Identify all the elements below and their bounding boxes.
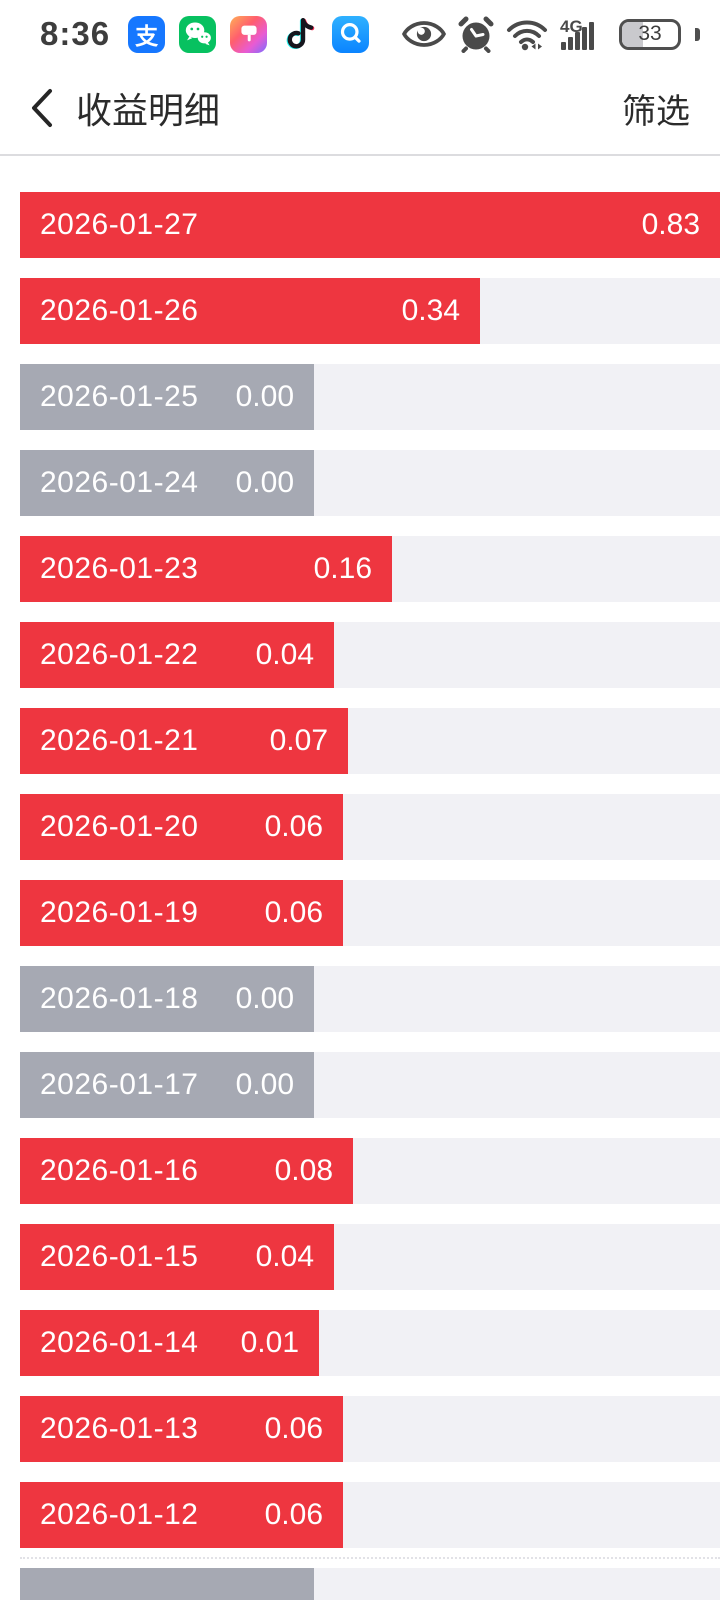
quark-search-icon bbox=[332, 15, 370, 53]
earnings-row[interactable]: 2026-01-20 0.06 bbox=[20, 794, 720, 860]
bar-value-label: 0.83 bbox=[641, 208, 700, 241]
signal-icon: 4G bbox=[560, 17, 607, 51]
bar-date-label: 2026-01-12 bbox=[40, 1498, 199, 1531]
nav-bar: 收益明细 筛选 bbox=[0, 62, 720, 154]
bar-value-label: 0.00 bbox=[235, 982, 294, 1015]
bar-date-label: 2026-01-13 bbox=[40, 1412, 199, 1445]
earnings-bar: 2026-01-25 0.00 bbox=[20, 364, 314, 430]
earnings-bar-list: 2026-01-27 0.83 2026-01-26 0.34 2026-01-25 0.… bbox=[0, 192, 720, 1600]
earnings-bar: 2026-01-17 0.00 bbox=[20, 1052, 314, 1118]
earnings-bar: 2026-01-14 0.01 bbox=[20, 1310, 319, 1376]
battery-nub bbox=[695, 27, 700, 41]
signal-bars bbox=[561, 22, 594, 50]
bar-date-label: 2026-01-16 bbox=[40, 1154, 199, 1187]
back-button[interactable] bbox=[30, 87, 56, 129]
bar-value-label: 0.00 bbox=[235, 380, 294, 413]
earnings-bar: 2026-01-20 0.06 bbox=[20, 794, 343, 860]
bar-value-label: 0.34 bbox=[401, 294, 460, 327]
earnings-row[interactable]: 2026-01-13 0.06 bbox=[20, 1396, 720, 1462]
themes-icon bbox=[230, 15, 268, 53]
battery-percent: 33 bbox=[638, 22, 662, 45]
earnings-row[interactable]: 2026-01-17 0.00 bbox=[20, 1052, 720, 1118]
earnings-bar: 2026-01-16 0.08 bbox=[20, 1138, 353, 1204]
eye-protection-icon bbox=[402, 21, 446, 47]
earnings-bar bbox=[20, 1568, 314, 1600]
bar-date-label: 2026-01-15 bbox=[40, 1240, 199, 1273]
wechat-icon bbox=[179, 15, 217, 53]
earnings-row[interactable]: 2026-01-24 0.00 bbox=[20, 450, 720, 516]
bar-value-label: 0.07 bbox=[269, 724, 328, 757]
earnings-bar: 2026-01-27 0.83 bbox=[20, 192, 720, 258]
earnings-bar: 2026-01-15 0.04 bbox=[20, 1224, 334, 1290]
status-bar: 8:36 支 bbox=[0, 0, 720, 62]
earnings-bar: 2026-01-24 0.00 bbox=[20, 450, 314, 516]
douyin-icon bbox=[281, 16, 318, 53]
bar-date-label: 2026-01-21 bbox=[40, 724, 199, 757]
clock-time: 8:36 bbox=[40, 15, 111, 52]
battery-fill bbox=[622, 21, 644, 47]
bar-value-label: 0.06 bbox=[264, 1412, 323, 1445]
earnings-row[interactable]: 2026-01-19 0.06 bbox=[20, 880, 720, 946]
earnings-row[interactable]: 2026-01-18 0.00 bbox=[20, 966, 720, 1032]
back-chevron-icon bbox=[32, 89, 52, 127]
earnings-row[interactable] bbox=[20, 1557, 720, 1600]
status-bar-right: 4G 33 bbox=[402, 15, 700, 53]
header-divider bbox=[0, 154, 720, 156]
bar-date-label: 2026-01-14 bbox=[40, 1326, 199, 1359]
earnings-row[interactable]: 2026-01-12 0.06 bbox=[20, 1482, 720, 1548]
earnings-bar: 2026-01-22 0.04 bbox=[20, 622, 334, 688]
earnings-row[interactable]: 2026-01-21 0.07 bbox=[20, 708, 720, 774]
earnings-bar: 2026-01-21 0.07 bbox=[20, 708, 348, 774]
filter-button[interactable]: 筛选 bbox=[622, 92, 690, 131]
bar-date-label: 2026-01-18 bbox=[40, 982, 199, 1015]
bar-value-label: 0.06 bbox=[264, 810, 323, 843]
earnings-bar: 2026-01-13 0.06 bbox=[20, 1396, 343, 1462]
alarm-icon bbox=[458, 16, 494, 53]
earnings-bar: 2026-01-12 0.06 bbox=[20, 1482, 343, 1548]
earnings-row[interactable]: 2026-01-15 0.04 bbox=[20, 1224, 720, 1290]
earnings-bar: 2026-01-26 0.34 bbox=[20, 278, 480, 344]
earnings-row[interactable]: 2026-01-27 0.83 bbox=[20, 192, 720, 258]
earnings-row[interactable]: 2026-01-16 0.08 bbox=[20, 1138, 720, 1204]
bar-value-label: 0.06 bbox=[264, 896, 323, 929]
earnings-row[interactable]: 2026-01-26 0.34 bbox=[20, 278, 720, 344]
network-type-label: 4G bbox=[560, 17, 583, 36]
earnings-bar: 2026-01-19 0.06 bbox=[20, 880, 343, 946]
bar-value-label: 0.16 bbox=[313, 552, 372, 585]
earnings-row[interactable]: 2026-01-23 0.16 bbox=[20, 536, 720, 602]
earnings-bar: 2026-01-18 0.00 bbox=[20, 966, 314, 1032]
bar-date-label: 2026-01-19 bbox=[40, 896, 199, 929]
bar-date-label: 2026-01-25 bbox=[40, 380, 199, 413]
bar-value-label: 0.00 bbox=[235, 466, 294, 499]
earnings-row[interactable]: 2026-01-25 0.00 bbox=[20, 364, 720, 430]
bar-date-label: 2026-01-20 bbox=[40, 810, 199, 843]
battery-icon: 33 bbox=[619, 18, 681, 50]
bar-date-label: 2026-01-26 bbox=[40, 294, 199, 327]
bar-value-label: 0.04 bbox=[255, 638, 314, 671]
bar-date-label: 2026-01-22 bbox=[40, 638, 199, 671]
bar-date-label: 2026-01-24 bbox=[40, 466, 199, 499]
bar-date-label: 2026-01-17 bbox=[40, 1068, 199, 1101]
earnings-row[interactable]: 2026-01-14 0.01 bbox=[20, 1310, 720, 1376]
bar-value-label: 0.00 bbox=[235, 1068, 294, 1101]
bar-date-label: 2026-01-27 bbox=[40, 208, 199, 241]
status-bar-left: 8:36 支 bbox=[40, 15, 370, 53]
page-title: 收益明细 bbox=[76, 90, 221, 131]
bar-value-label: 0.08 bbox=[274, 1154, 333, 1187]
earnings-row[interactable]: 2026-01-22 0.04 bbox=[20, 622, 720, 688]
alipay-glyph: 支 bbox=[135, 23, 159, 49]
bar-date-label: 2026-01-23 bbox=[40, 552, 199, 585]
bar-value-label: 0.01 bbox=[240, 1326, 299, 1359]
bar-value-label: 0.04 bbox=[255, 1240, 314, 1273]
alipay-icon: 支 bbox=[128, 15, 166, 53]
wifi-icon bbox=[507, 20, 547, 51]
bar-value-label: 0.06 bbox=[264, 1498, 323, 1531]
earnings-bar: 2026-01-23 0.16 bbox=[20, 536, 392, 602]
